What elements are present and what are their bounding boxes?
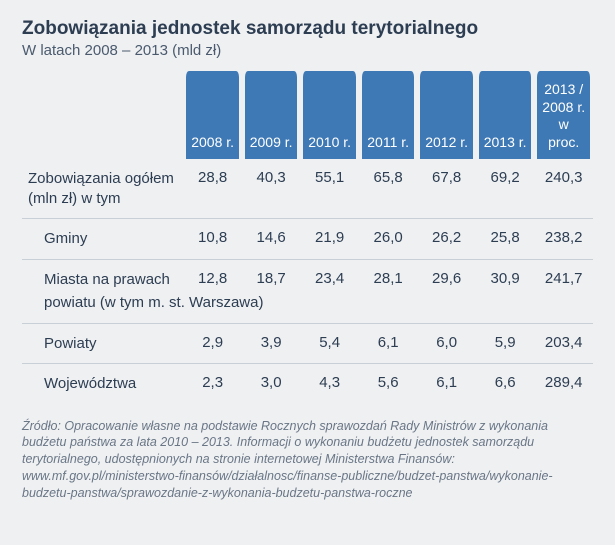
row-label: Powiaty bbox=[22, 324, 183, 365]
header-spacer bbox=[22, 71, 183, 159]
cell: 29,6 bbox=[417, 260, 476, 294]
cell: 18,7 bbox=[242, 260, 301, 294]
source-note: Źródło: Opracowanie własne na podstawie … bbox=[22, 418, 593, 502]
row-label: Miasta na prawach bbox=[22, 260, 183, 294]
cell: 12,8 bbox=[183, 260, 242, 294]
cell: 6,1 bbox=[417, 364, 476, 404]
cell: 2,3 bbox=[183, 364, 242, 404]
cell: 69,2 bbox=[476, 159, 535, 219]
table-row: Powiaty 2,9 3,9 5,4 6,1 6,0 5,9 203,4 bbox=[22, 324, 593, 365]
row-label: Województwa bbox=[22, 364, 183, 404]
cell: 10,8 bbox=[183, 219, 242, 260]
table-row-note: powiatu (w tym m. st. Warszawa) bbox=[22, 293, 593, 324]
cell: 28,8 bbox=[183, 159, 242, 219]
card-subtitle: W latach 2008 – 2013 (mld zł) bbox=[22, 42, 593, 59]
cell: 28,1 bbox=[359, 260, 418, 294]
cell: 3,9 bbox=[242, 324, 301, 365]
cell: 21,9 bbox=[300, 219, 359, 260]
cell: 25,8 bbox=[476, 219, 535, 260]
cell: 5,6 bbox=[359, 364, 418, 404]
cell: 23,4 bbox=[300, 260, 359, 294]
col-2010: 2010 r. bbox=[300, 71, 359, 159]
table-card: Zobowiązania jednostek samorządu terytor… bbox=[0, 0, 615, 545]
table-row: Województwa 2,3 3,0 4,3 5,6 6,1 6,6 289,… bbox=[22, 364, 593, 404]
cell: 5,9 bbox=[476, 324, 535, 365]
cell: 40,3 bbox=[242, 159, 301, 219]
col-2012: 2012 r. bbox=[417, 71, 476, 159]
col-2009: 2009 r. bbox=[242, 71, 301, 159]
table-row: Miasta na prawach 12,8 18,7 23,4 28,1 29… bbox=[22, 260, 593, 294]
cell: 26,2 bbox=[417, 219, 476, 260]
cell: 3,0 bbox=[242, 364, 301, 404]
row-label: Gminy bbox=[22, 219, 183, 260]
table-row: Gminy 10,8 14,6 21,9 26,0 26,2 25,8 238,… bbox=[22, 219, 593, 260]
cell: 14,6 bbox=[242, 219, 301, 260]
row-note: powiatu (w tym m. st. Warszawa) bbox=[22, 293, 593, 324]
cell: 289,4 bbox=[534, 364, 593, 404]
col-2008: 2008 r. bbox=[183, 71, 242, 159]
cell: 6,0 bbox=[417, 324, 476, 365]
cell: 30,9 bbox=[476, 260, 535, 294]
col-2011: 2011 r. bbox=[359, 71, 418, 159]
cell: 67,8 bbox=[417, 159, 476, 219]
row-label: Zobowiązania ogółem (mln zł) w tym bbox=[22, 159, 183, 219]
cell: 241,7 bbox=[534, 260, 593, 294]
cell: 2,9 bbox=[183, 324, 242, 365]
card-title: Zobowiązania jednostek samorządu terytor… bbox=[22, 18, 593, 40]
col-2013: 2013 r. bbox=[476, 71, 535, 159]
col-ratio: 2013 / 2008 r. w proc. bbox=[534, 71, 593, 159]
cell: 203,4 bbox=[534, 324, 593, 365]
cell: 240,3 bbox=[534, 159, 593, 219]
cell: 55,1 bbox=[300, 159, 359, 219]
cell: 238,2 bbox=[534, 219, 593, 260]
data-table: 2008 r. 2009 r. 2010 r. 2011 r. 2012 r. … bbox=[22, 71, 593, 404]
cell: 6,6 bbox=[476, 364, 535, 404]
cell: 26,0 bbox=[359, 219, 418, 260]
cell: 6,1 bbox=[359, 324, 418, 365]
cell: 5,4 bbox=[300, 324, 359, 365]
header-row: 2008 r. 2009 r. 2010 r. 2011 r. 2012 r. … bbox=[22, 71, 593, 159]
table-row: Zobowiązania ogółem (mln zł) w tym 28,8 … bbox=[22, 159, 593, 219]
cell: 65,8 bbox=[359, 159, 418, 219]
cell: 4,3 bbox=[300, 364, 359, 404]
